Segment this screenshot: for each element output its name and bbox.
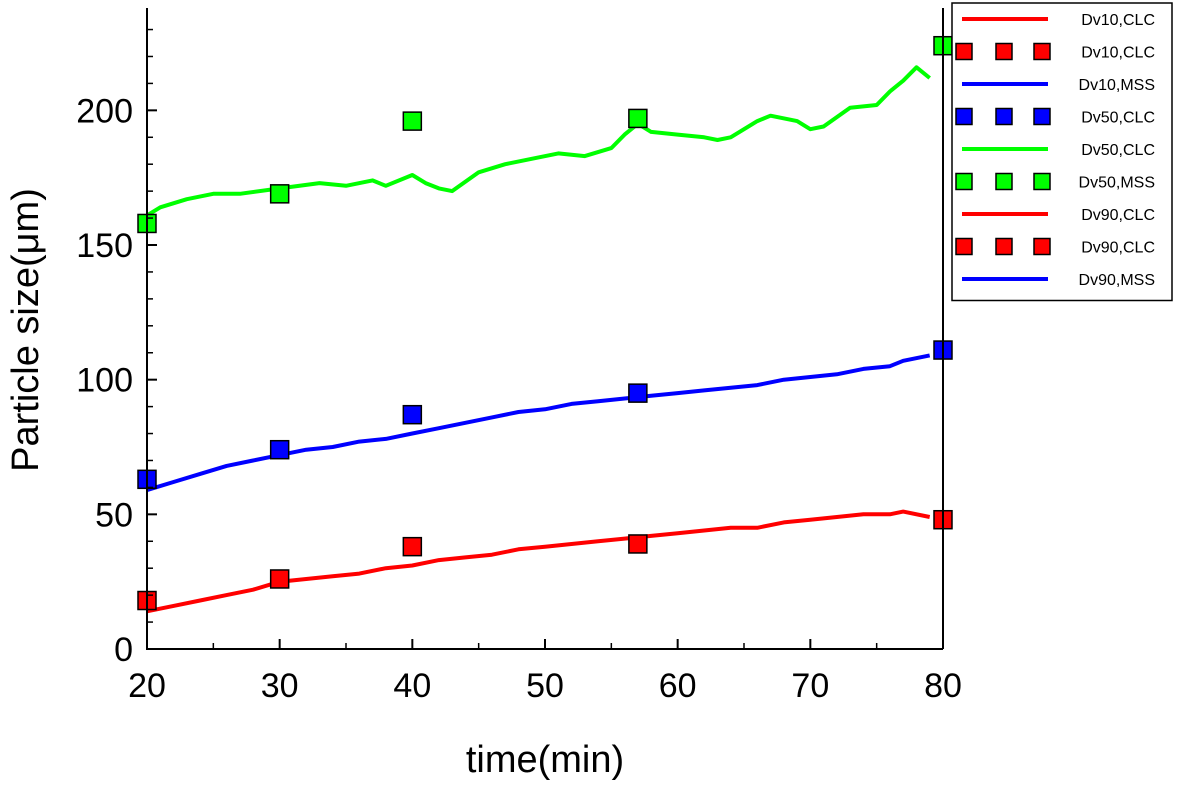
y-tick-label: 200: [76, 92, 133, 130]
series-line-4: [145, 65, 931, 218]
legend-marker-3-2: [1033, 107, 1051, 126]
legend-marker-7-1: [995, 237, 1013, 256]
legend-label-3: Dv50,CLC: [1081, 110, 1155, 127]
x-tick-label: 70: [791, 667, 829, 705]
data-point-1-1: [269, 569, 290, 589]
legend-label-6: Dv90,CLC: [1081, 207, 1155, 224]
legend-marker-1-0: [955, 42, 973, 61]
data-point-5-3: [628, 108, 648, 129]
legend-marker-5-0: [955, 172, 973, 191]
series-layer: [137, 35, 953, 614]
legend-marker-5-1: [995, 172, 1013, 191]
legend: Dv10,CLC Dv10,CLC Dv10,MSS Dv50,CLC Dv50,CLC…: [951, 2, 1173, 302]
x-tick-label: 30: [261, 667, 299, 705]
data-point-3-3: [628, 383, 648, 403]
data-point-1-2: [402, 536, 423, 557]
series-line-2: [146, 353, 931, 493]
legend-marker-3-1: [995, 107, 1013, 126]
y-tick-label: 100: [76, 362, 133, 400]
data-point-3-1: [269, 439, 290, 460]
y-axis-title: Particle size(μm): [5, 188, 47, 472]
legend-marker-7-0: [955, 237, 973, 256]
data-point-5-1: [269, 184, 290, 204]
legend-label-5: Dv50,MSS: [1079, 175, 1155, 192]
x-tick-label: 20: [128, 667, 166, 705]
legend-label-7: Dv90,CLC: [1081, 240, 1155, 257]
x-tick-label: 40: [393, 667, 431, 705]
y-tick-label: 150: [76, 227, 133, 265]
legend-box: [951, 2, 1173, 302]
legend-marker-7-2: [1033, 237, 1051, 256]
y-tick-label: 0: [114, 631, 133, 669]
axes-layer: 20 30 40 50 60 70 80 0 50 100 150 200: [76, 8, 962, 705]
legend-label-8: Dv90,MSS: [1079, 272, 1155, 289]
legend-marker-1-2: [1033, 42, 1051, 61]
legend-marker-5-2: [1033, 172, 1051, 191]
x-axis-title: time(min): [466, 739, 624, 781]
series-line-0: [146, 509, 931, 614]
data-point-3-2: [402, 404, 423, 425]
x-tick-label: 60: [659, 667, 697, 705]
x-tick-label: 50: [526, 667, 564, 705]
legend-marker-3-0: [955, 107, 973, 126]
legend-label-2: Dv10,MSS: [1079, 77, 1155, 94]
data-point-5-2: [402, 111, 423, 131]
data-point-1-3: [628, 534, 648, 554]
y-tick-label: 50: [95, 496, 133, 534]
x-tick-label: 80: [924, 667, 962, 705]
legend-label-4: Dv50,CLC: [1081, 142, 1155, 159]
legend-marker-1-1: [995, 42, 1013, 61]
legend-label-1: Dv10,CLC: [1081, 45, 1155, 62]
legend-label-0: Dv10,CLC: [1081, 12, 1155, 29]
